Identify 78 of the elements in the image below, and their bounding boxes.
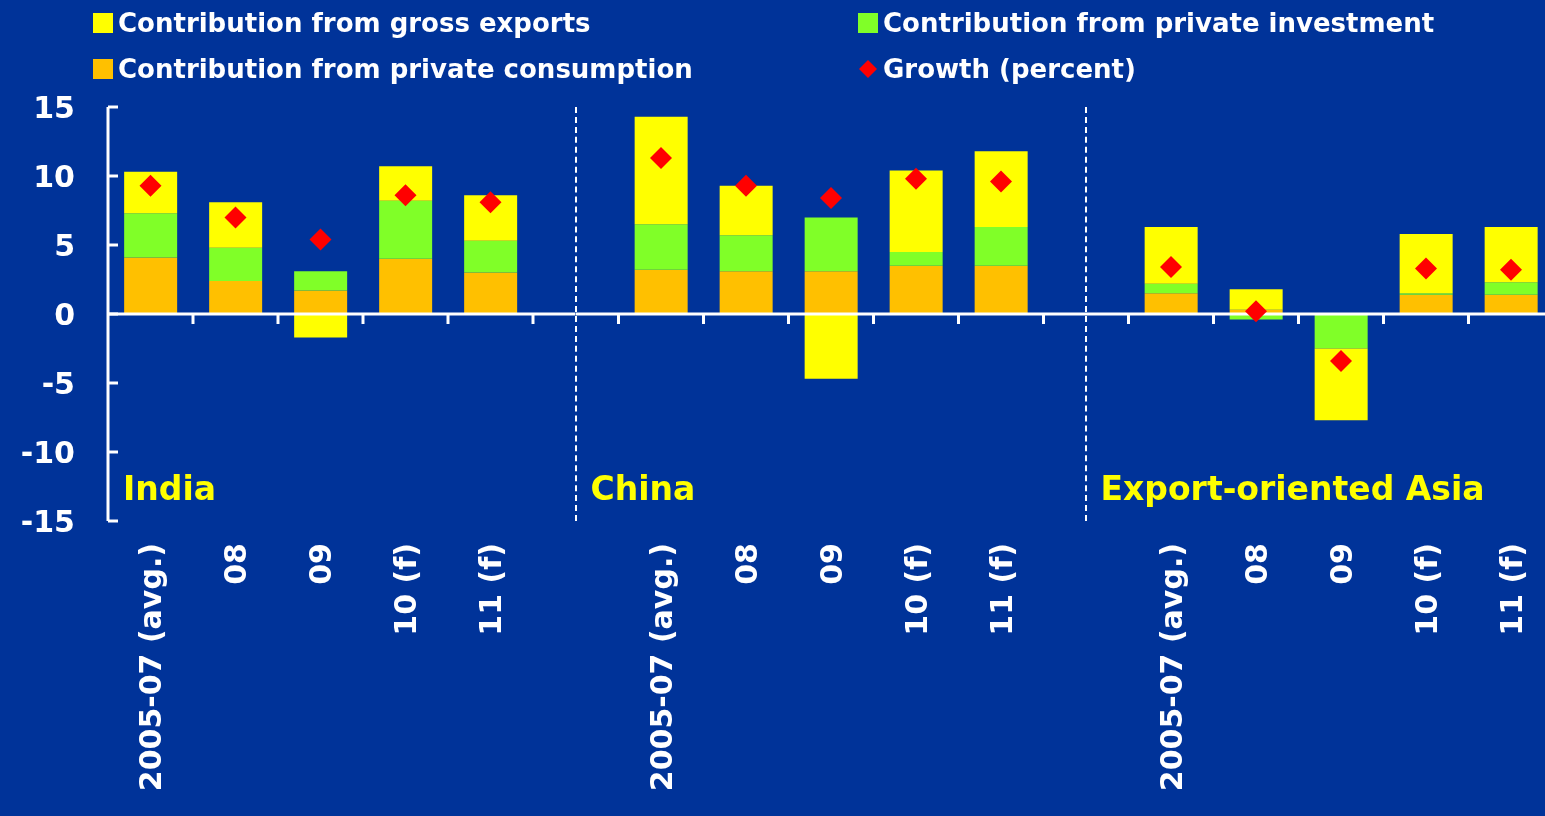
bar [1484,294,1538,314]
bar [634,269,688,314]
bar [1484,227,1538,283]
point [479,191,502,214]
point [309,228,332,251]
bar [1314,314,1368,349]
y-tick-label: 15 [33,89,75,125]
y-tick-label: -10 [20,434,75,470]
text: China [590,469,696,508]
bar [719,271,773,314]
bar [1144,227,1198,284]
bar [209,280,263,314]
x-tick-label: 11 (f) [1493,543,1529,636]
point [1499,258,1522,281]
text: India [123,469,216,508]
point [394,184,417,207]
point [1159,256,1182,279]
x-tick-label: 09 [813,543,849,585]
y-tick-label: -5 [41,365,75,401]
x-tick-label: 09 [303,543,339,585]
bar [1144,283,1198,294]
bar [804,271,858,314]
bar [209,247,263,281]
bar [1144,293,1198,314]
x-tick-label: 10 (f) [1408,543,1444,636]
legend-label: Contribution from private investment [883,8,1435,38]
y-tick-label: 5 [54,227,75,263]
bar [1484,282,1538,295]
x-tick-label: 08 [1238,543,1274,585]
bar [1399,294,1453,314]
bar [889,265,943,314]
bar [1399,233,1453,294]
bar [379,200,433,259]
point [1329,349,1352,372]
text: Export-oriented Asia [1100,469,1485,508]
x-tick-label: 2005-07 (avg.) [643,543,679,792]
x-tick-label: 10 (f) [898,543,934,636]
bar [974,227,1028,266]
bar [889,170,943,252]
bar [464,240,518,273]
x-tick-label: 11 (f) [983,543,1019,636]
x-tick-label: 2005-07 (avg.) [1153,543,1189,792]
bar [634,224,688,270]
bar [124,257,178,314]
bar [634,116,688,225]
bar [294,290,348,314]
x-tick-label: 08 [218,543,254,585]
bar [889,251,943,266]
point [649,147,672,170]
y-tick-label: 0 [54,296,75,332]
bar [464,195,518,241]
x-tick-label: 10 (f) [388,543,424,636]
point [819,187,842,210]
bar [1314,348,1368,421]
bar [719,235,773,272]
point [1244,300,1267,323]
bar [974,151,1028,228]
y-tick-label: 10 [33,158,75,194]
legend-label: Contribution from private consumption [118,54,693,84]
y-tick-label: -15 [20,503,75,539]
bar [974,265,1028,314]
point [904,167,927,190]
x-tick-label: 2005-07 (avg.) [133,543,169,792]
x-tick-label: 11 (f) [473,543,509,636]
bar [719,185,773,236]
bar [804,217,858,272]
bar [294,271,348,291]
bar [379,258,433,314]
bar [464,272,518,314]
point [734,174,757,197]
bar [804,314,858,379]
bar [294,314,348,338]
legend-label: Growth (percent) [883,54,1136,84]
bar [1229,289,1283,310]
legend-label: Contribution from gross exports [118,8,591,38]
x-tick-label: 09 [1323,543,1359,585]
x-tick-label: 08 [728,543,764,585]
bar [124,213,178,258]
